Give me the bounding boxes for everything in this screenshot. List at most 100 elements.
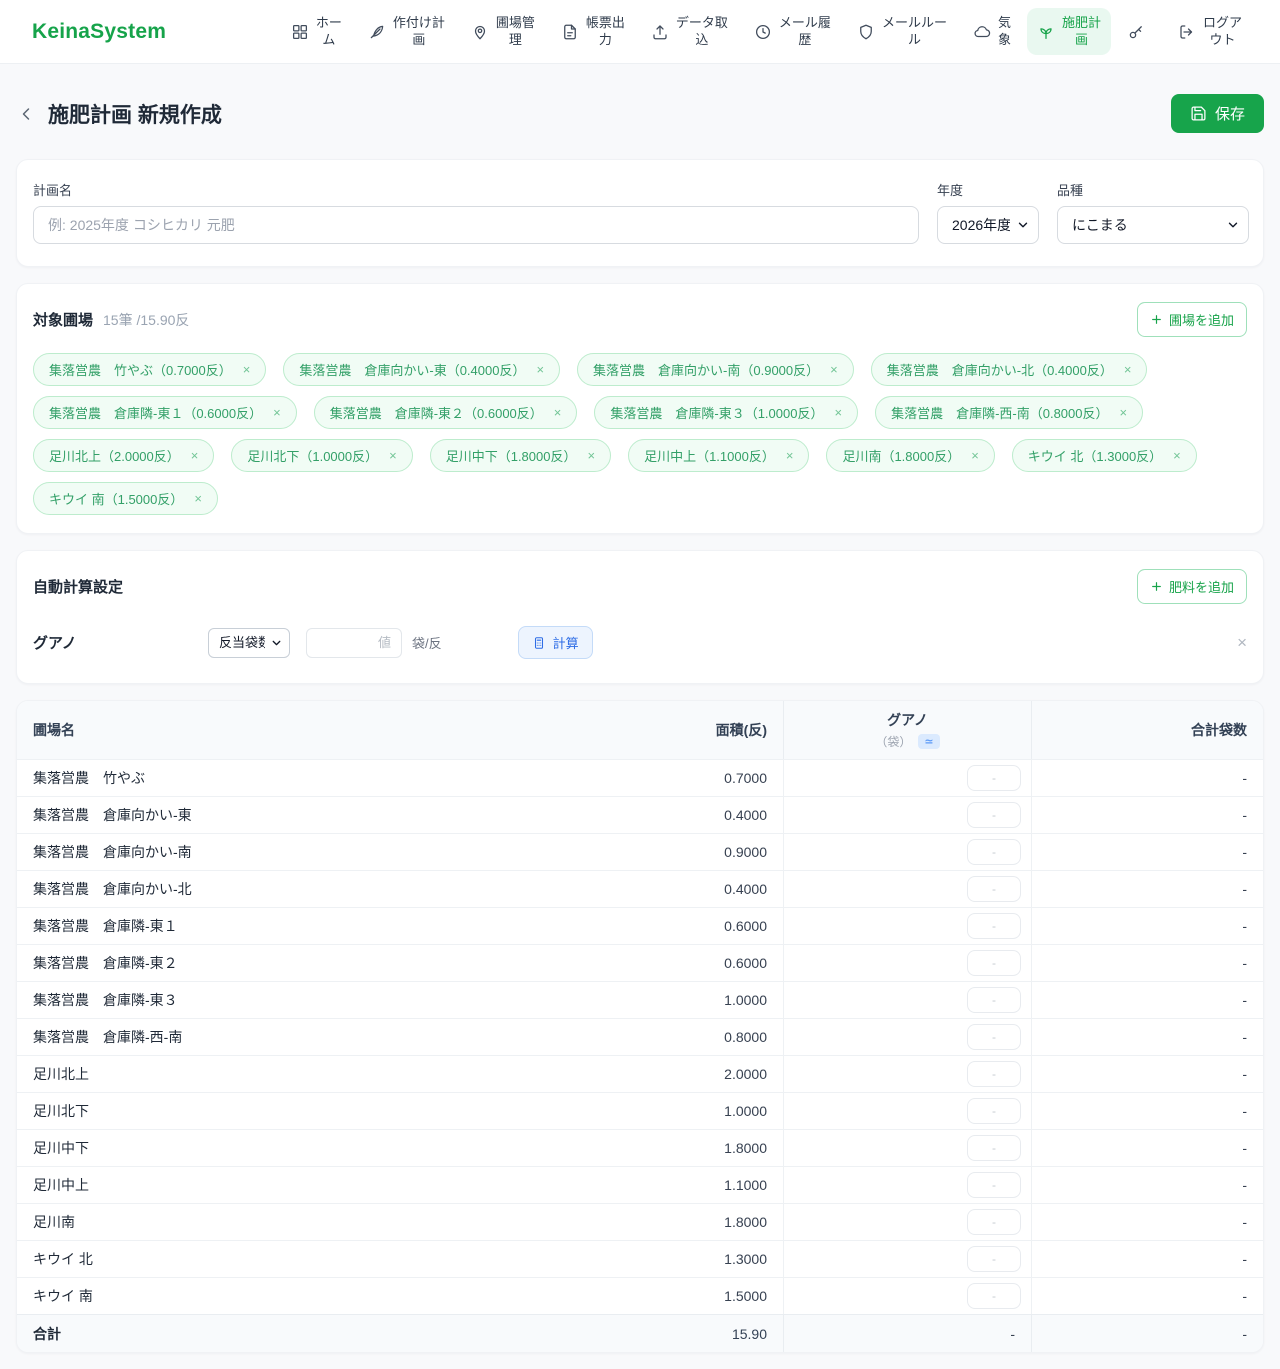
close-icon[interactable]: × [194,491,202,506]
nav-item-mail-rules[interactable]: メールルー ル [847,8,957,56]
fertilizer-bags-input[interactable] [967,1209,1021,1235]
table-row-集落営農 倉庫向かい-北: 集落営農 倉庫向かい-北 0.4000 - [17,870,1263,907]
fertilizer-bags-input[interactable] [967,987,1021,1013]
close-icon[interactable]: × [1123,362,1132,377]
header-fertilizer: グアノ （袋） ≃ [783,701,1032,759]
fertilizer-bags-input[interactable] [967,913,1021,939]
footer-fertilizer-total: - [783,1314,1032,1352]
calc-method-select[interactable]: 反当袋数 [208,627,290,658]
area-cell: 1.3000 [561,1240,783,1277]
calc-unit-label: 袋/反 [412,636,442,651]
field-tag: 足川南（1.8000反） × [826,439,995,472]
field-name-cell: 集落営農 倉庫隣-西-南 [17,1018,561,1055]
close-icon[interactable]: × [834,405,843,420]
close-icon[interactable]: × [1119,405,1128,420]
area-cell: 0.6000 [561,907,783,944]
field-tag: 足川北上（2.0000反） × [33,439,215,472]
fertilizer-bags-input[interactable] [967,1024,1021,1050]
table-row-集落営農 倉庫隣-東２: 集落営農 倉庫隣-東２ 0.6000 - [17,944,1263,981]
fertilizer-cell [783,759,1032,796]
remove-fertilizer-icon[interactable]: × [1237,633,1247,652]
fertilizer-bags-input[interactable] [967,1098,1021,1124]
header-total-bags: 合計袋数 [1191,722,1247,738]
nav-item-logout[interactable]: ログア ウト [1168,8,1252,56]
row-total-cell: - [1032,1277,1263,1314]
plan-name-input[interactable] [33,206,919,244]
field-tag: 集落営農 倉庫隣-東３（1.0000反） × [594,396,859,429]
close-icon[interactable]: × [553,405,562,420]
fertilizer-bags-input[interactable] [967,876,1021,902]
close-icon[interactable]: × [389,448,397,463]
area-cell: 0.4000 [561,796,783,833]
sprout-icon [1037,23,1055,41]
close-icon[interactable]: × [785,448,794,463]
nav-item-fertilizer-plan[interactable]: 施肥計 画 [1026,7,1111,56]
fertilizer-bags-input[interactable] [967,1172,1021,1198]
calculate-button[interactable]: 計算 [517,626,593,659]
nav-item-home[interactable]: ホー ム [281,8,352,56]
area-cell: 1.1000 [561,1166,783,1203]
close-icon[interactable]: × [242,362,251,377]
fertilizer-cell [783,796,1032,833]
fertilizer-cell [783,870,1032,907]
fertilizer-bags-input[interactable] [967,950,1021,976]
nav-item-password[interactable] [1117,16,1162,48]
fertilizer-bags-input[interactable] [967,1061,1021,1087]
fertilizer-bags-input[interactable] [967,1246,1021,1272]
field-name-cell: キウイ 北 [17,1240,561,1277]
nav-item-field-management[interactable]: 圃場管 理 [461,8,545,56]
field-name-cell: 集落営農 倉庫隣-東１ [17,907,561,944]
weather-icon [973,23,991,41]
brand-logo[interactable]: KeinaSystem [32,19,167,43]
field-name-cell: 集落営農 倉庫向かい-北 [17,870,561,907]
field-name-cell: 集落営農 倉庫向かい-南 [17,833,561,870]
table-row-足川南: 足川南 1.8000 - [17,1203,1263,1240]
fertilizer-bags-input[interactable] [967,839,1021,865]
field-tag: 集落営農 倉庫隣-西-南（0.8000反） × [875,396,1144,429]
nav-item-report-output[interactable]: 帳票出 力 [551,8,635,56]
close-icon[interactable]: × [190,448,199,463]
plan-form-card: 計画名 年度 2026年度 品種 にこまる [16,159,1264,267]
top-nav: KeinaSystem ホー ム 作付け計 画 圃場管 理 帳票出 力 [0,0,1280,64]
close-icon[interactable]: × [536,362,545,377]
table-row-集落営農 倉庫向かい-東: 集落営農 倉庫向かい-東 0.4000 - [17,796,1263,833]
footer-bags-total: - [1032,1314,1263,1352]
fertilizer-bags-input[interactable] [967,802,1021,828]
nav-item-crop-plan[interactable]: 作付け計 画 [358,8,455,56]
save-button[interactable]: 保存 [1170,94,1264,133]
table-footer-row: 合計 15.90 - - [17,1314,1263,1352]
field-name-cell: 集落営農 倉庫隣-東２ [17,944,561,981]
add-field-button[interactable]: 圃場を追加 [1136,302,1247,337]
close-icon[interactable]: × [1173,448,1181,463]
close-icon[interactable]: × [587,448,596,463]
round-toggle-badge[interactable]: ≃ [918,734,940,749]
fertilizer-bags-input[interactable] [967,1283,1021,1309]
nav-item-weather[interactable]: 気 象 [963,8,1021,56]
close-icon[interactable]: × [971,448,979,463]
add-fertilizer-button[interactable]: 肥料を追加 [1136,569,1247,604]
area-cell: 1.5000 [561,1277,783,1314]
year-select[interactable]: 2026年度 [937,206,1039,244]
nav-item-data-import[interactable]: データ取 込 [641,8,738,56]
field-tag: キウイ 北（1.3000反） × [1011,439,1197,472]
fertilizer-bags-input[interactable] [967,765,1021,791]
variety-select[interactable]: にこまる [1057,206,1249,244]
fertilizer-cell [783,907,1032,944]
row-total-cell: - [1032,796,1263,833]
fertilizer-cell [783,1166,1032,1203]
mail-history-icon [754,23,772,41]
close-icon[interactable]: × [273,405,281,420]
field-name-cell: 足川中下 [17,1129,561,1166]
area-cell: 1.8000 [561,1203,783,1240]
crop-plan-icon [368,23,386,41]
fertilizer-cell [783,833,1032,870]
close-icon[interactable]: × [830,362,838,377]
fertilizer-name: グアノ [33,635,77,652]
year-group: 年度 2026年度 [937,180,1039,244]
nav-item-mail-history[interactable]: メール履 歴 [744,8,841,56]
back-button[interactable] [16,104,36,124]
calc-value-input[interactable] [306,627,402,658]
fertilizer-bags-input[interactable] [967,1135,1021,1161]
fertilizer-cell [783,1203,1032,1240]
nav-items: ホー ム 作付け計 画 圃場管 理 帳票出 力 データ取 込 [281,7,1252,56]
